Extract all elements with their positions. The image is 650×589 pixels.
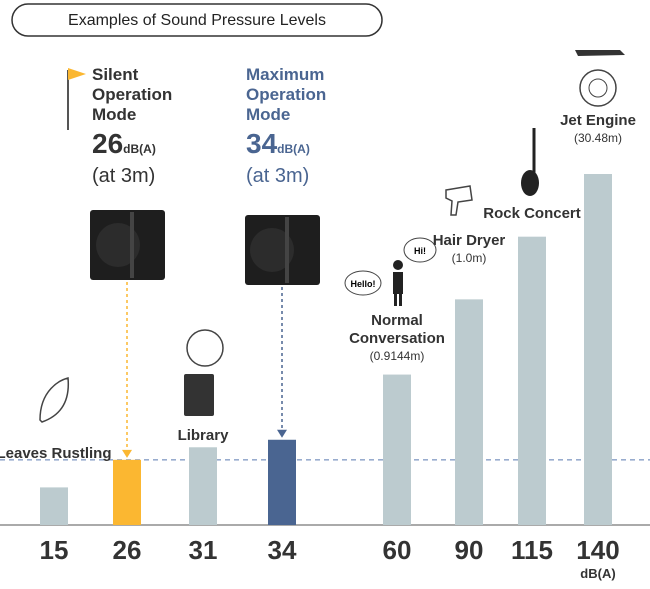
category-name: Hair Dryer	[409, 232, 529, 250]
category-name: Normal Conversation	[337, 312, 457, 348]
arrow-head	[122, 450, 132, 458]
category-name: Leaves Rustling	[0, 445, 114, 463]
chart-title: Examples of Sound Pressure Levels	[68, 12, 326, 29]
bar	[189, 447, 217, 525]
bar	[584, 174, 612, 525]
dryer-icon	[446, 186, 472, 215]
category-name: Library	[143, 427, 263, 445]
flag-icon	[68, 68, 86, 130]
level-number: 26	[92, 128, 123, 159]
category-label: Library	[143, 427, 263, 445]
unit-label: dB(A)	[580, 566, 615, 581]
book-icon	[184, 330, 223, 416]
value-label: 26	[87, 535, 167, 566]
infographic: Examples of Sound Pressure Levels dB(A) H…	[0, 0, 650, 589]
guitar-icon	[521, 128, 539, 196]
value-label: 31	[163, 535, 243, 566]
category-name: Jet Engine	[538, 112, 650, 130]
level-unit: dB(A)	[123, 142, 156, 156]
heat-pump	[245, 215, 320, 285]
level: 34dB(A)	[246, 129, 356, 164]
value-label: 140	[558, 535, 638, 566]
level-unit: dB(A)	[277, 142, 310, 156]
distance: (0.9144m)	[337, 348, 457, 364]
distance: (1.0m)	[409, 250, 529, 266]
value-label: 60	[357, 535, 437, 566]
jet-icon	[575, 50, 625, 106]
bar	[518, 237, 546, 525]
category-label: Normal Conversation(0.9144m)	[337, 312, 457, 364]
level: 26dB(A)	[92, 129, 202, 164]
category-label: Leaves Rustling	[0, 445, 114, 463]
distance: (at 3m)	[92, 164, 202, 188]
category-label: Rock Concert	[472, 205, 592, 223]
bar	[40, 487, 68, 525]
bar	[268, 440, 296, 525]
bar	[113, 460, 141, 525]
distance: (30.48m)	[538, 130, 650, 146]
arrow-head	[277, 430, 287, 438]
heat-pump	[90, 210, 165, 280]
category-label: Hair Dryer(1.0m)	[409, 232, 529, 266]
category-name: Silent Operation Mode	[92, 65, 202, 125]
category-name: Rock Concert	[472, 205, 592, 223]
value-label: 34	[242, 535, 322, 566]
category-name: Maximum Operation Mode	[246, 65, 356, 125]
value-label: 15	[14, 535, 94, 566]
bar	[455, 299, 483, 525]
distance: (at 3m)	[246, 164, 356, 188]
level-number: 34	[246, 128, 277, 159]
leaf-icon	[40, 378, 68, 422]
bar	[383, 375, 411, 525]
speech: Hello!	[350, 279, 375, 289]
category-label: Jet Engine(30.48m)	[538, 112, 650, 146]
